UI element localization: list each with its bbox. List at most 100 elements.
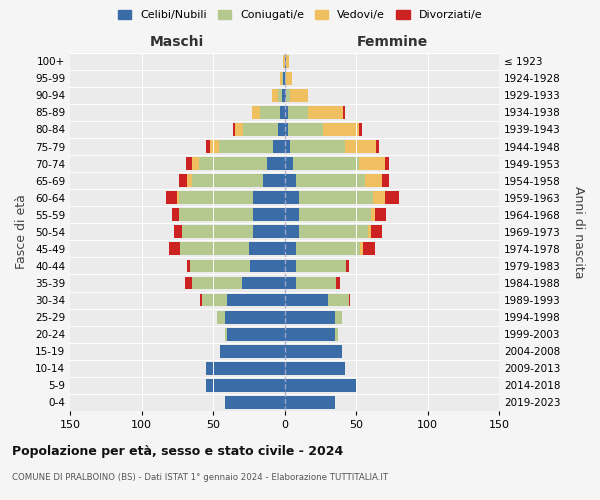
Bar — [224, 396, 284, 409]
Bar — [376, 140, 379, 153]
Bar — [290, 140, 345, 153]
Bar — [190, 260, 250, 272]
Bar — [284, 123, 287, 136]
Bar — [336, 276, 340, 289]
Bar — [371, 226, 382, 238]
Bar — [260, 106, 280, 119]
Bar — [308, 106, 343, 119]
Bar — [191, 276, 242, 289]
Bar — [299, 208, 371, 221]
Bar — [296, 260, 346, 272]
Bar — [284, 89, 286, 102]
Bar — [253, 208, 284, 221]
Bar — [382, 174, 389, 187]
Bar — [284, 328, 335, 340]
Bar — [233, 123, 235, 136]
Bar — [284, 276, 296, 289]
Bar — [284, 55, 286, 68]
Y-axis label: Anni di nascita: Anni di nascita — [572, 186, 585, 278]
Bar — [179, 192, 253, 204]
Bar — [199, 157, 268, 170]
Bar — [284, 140, 290, 153]
Bar — [217, 310, 224, 324]
Bar — [343, 106, 345, 119]
Bar — [220, 345, 284, 358]
Bar — [284, 260, 296, 272]
Bar — [166, 192, 178, 204]
Bar — [206, 362, 284, 374]
Bar — [375, 208, 386, 221]
Bar — [328, 294, 349, 306]
Bar — [371, 208, 375, 221]
Text: COMUNE DI PRALBOINO (BS) - Dati ISTAT 1° gennaio 2024 - Elaborazione TUTTITALIA.: COMUNE DI PRALBOINO (BS) - Dati ISTAT 1°… — [12, 473, 388, 482]
Bar — [179, 174, 187, 187]
Bar — [182, 226, 253, 238]
Bar — [178, 192, 179, 204]
Bar — [284, 362, 345, 374]
Bar — [272, 89, 278, 102]
Bar — [242, 276, 284, 289]
Bar — [284, 72, 286, 85]
Bar — [253, 226, 284, 238]
Bar — [179, 208, 253, 221]
Bar — [185, 276, 191, 289]
Bar — [359, 123, 362, 136]
Bar — [359, 157, 385, 170]
Bar — [283, 55, 284, 68]
Bar — [299, 226, 368, 238]
Bar — [191, 157, 199, 170]
Bar — [385, 157, 389, 170]
Bar — [243, 123, 278, 136]
Bar — [180, 242, 249, 256]
Bar — [361, 242, 364, 256]
Bar — [365, 174, 382, 187]
Bar — [172, 208, 179, 221]
Bar — [224, 310, 284, 324]
Bar — [364, 242, 375, 256]
Bar — [278, 89, 282, 102]
Bar — [284, 106, 287, 119]
Bar — [273, 140, 284, 153]
Bar — [200, 294, 202, 306]
Bar — [224, 328, 227, 340]
Bar — [235, 123, 243, 136]
Bar — [280, 72, 282, 85]
Bar — [335, 328, 338, 340]
Text: Popolazione per età, sesso e stato civile - 2024: Popolazione per età, sesso e stato civil… — [12, 445, 343, 458]
Bar — [268, 157, 284, 170]
Bar — [253, 192, 284, 204]
Bar — [284, 242, 296, 256]
Bar — [249, 242, 284, 256]
Bar — [373, 192, 385, 204]
Bar — [263, 174, 284, 187]
Bar — [385, 192, 399, 204]
Bar — [284, 379, 356, 392]
Bar — [278, 123, 284, 136]
Bar — [286, 89, 290, 102]
Bar — [210, 140, 219, 153]
Bar — [346, 260, 349, 272]
Legend: Celibi/Nubili, Coniugati/e, Vedovi/e, Divorziati/e: Celibi/Nubili, Coniugati/e, Vedovi/e, Di… — [113, 6, 487, 25]
Bar — [284, 192, 299, 204]
Bar — [299, 192, 373, 204]
Bar — [286, 72, 292, 85]
Bar — [335, 310, 342, 324]
Bar — [284, 226, 299, 238]
Bar — [282, 72, 283, 85]
Bar — [368, 226, 371, 238]
Bar — [280, 106, 284, 119]
Bar — [284, 310, 335, 324]
Text: Femmine: Femmine — [356, 36, 428, 50]
Bar — [202, 294, 227, 306]
Bar — [287, 106, 308, 119]
Bar — [175, 226, 182, 238]
Bar — [252, 106, 260, 119]
Bar — [284, 396, 335, 409]
Bar — [206, 379, 284, 392]
Bar — [293, 157, 359, 170]
Bar — [296, 242, 361, 256]
Bar — [284, 174, 296, 187]
Bar — [186, 157, 191, 170]
Bar — [284, 157, 293, 170]
Bar — [349, 294, 350, 306]
